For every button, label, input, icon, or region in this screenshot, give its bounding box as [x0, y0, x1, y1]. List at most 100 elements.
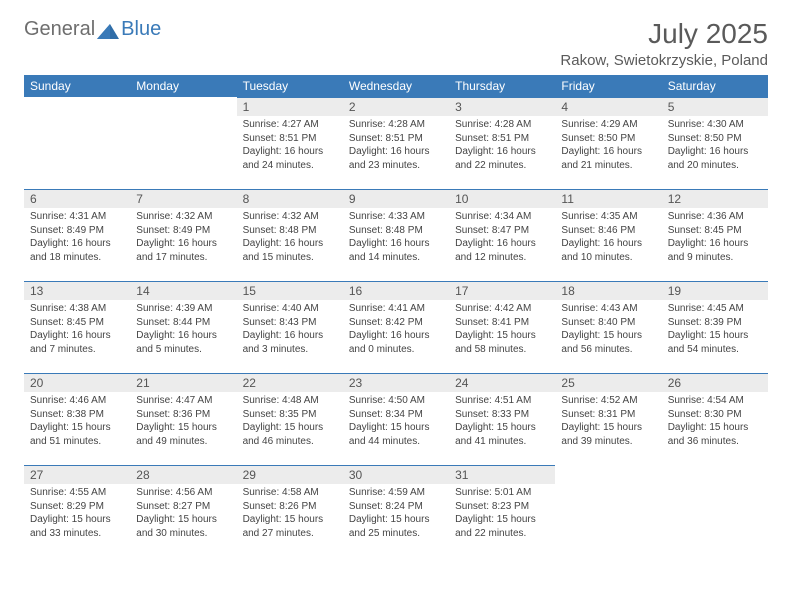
day-details: Sunrise: 4:30 AMSunset: 8:50 PMDaylight:…: [662, 116, 768, 174]
logo-text-blue: Blue: [121, 18, 161, 41]
calendar-cell: 2Sunrise: 4:28 AMSunset: 8:51 PMDaylight…: [343, 97, 449, 189]
day-number: 8: [237, 189, 343, 208]
calendar-cell: 1Sunrise: 4:27 AMSunset: 8:51 PMDaylight…: [237, 97, 343, 189]
calendar-cell: 28Sunrise: 4:56 AMSunset: 8:27 PMDayligh…: [130, 465, 236, 557]
day-details: Sunrise: 4:32 AMSunset: 8:48 PMDaylight:…: [237, 208, 343, 266]
day-details: Sunrise: 4:43 AMSunset: 8:40 PMDaylight:…: [555, 300, 661, 358]
day-details: Sunrise: 4:28 AMSunset: 8:51 PMDaylight:…: [343, 116, 449, 174]
calendar-cell: 10Sunrise: 4:34 AMSunset: 8:47 PMDayligh…: [449, 189, 555, 281]
calendar-cell: 20Sunrise: 4:46 AMSunset: 8:38 PMDayligh…: [24, 373, 130, 465]
calendar-body: 1Sunrise: 4:27 AMSunset: 8:51 PMDaylight…: [24, 97, 768, 557]
calendar-table: SundayMondayTuesdayWednesdayThursdayFrid…: [24, 75, 768, 557]
day-number: 29: [237, 465, 343, 484]
day-header: Monday: [130, 75, 236, 97]
calendar-cell: 19Sunrise: 4:45 AMSunset: 8:39 PMDayligh…: [662, 281, 768, 373]
calendar-cell: 16Sunrise: 4:41 AMSunset: 8:42 PMDayligh…: [343, 281, 449, 373]
day-details: Sunrise: 4:52 AMSunset: 8:31 PMDaylight:…: [555, 392, 661, 450]
day-details: Sunrise: 4:42 AMSunset: 8:41 PMDaylight:…: [449, 300, 555, 358]
day-number: 28: [130, 465, 236, 484]
day-number: 20: [24, 373, 130, 392]
day-number: 3: [449, 97, 555, 116]
day-number: 1: [237, 97, 343, 116]
day-details: Sunrise: 4:32 AMSunset: 8:49 PMDaylight:…: [130, 208, 236, 266]
day-number: 10: [449, 189, 555, 208]
day-details: Sunrise: 4:33 AMSunset: 8:48 PMDaylight:…: [343, 208, 449, 266]
calendar-cell: 15Sunrise: 4:40 AMSunset: 8:43 PMDayligh…: [237, 281, 343, 373]
calendar-cell: 4Sunrise: 4:29 AMSunset: 8:50 PMDaylight…: [555, 97, 661, 189]
month-title: July 2025: [560, 18, 768, 50]
calendar-cell: 14Sunrise: 4:39 AMSunset: 8:44 PMDayligh…: [130, 281, 236, 373]
day-header: Tuesday: [237, 75, 343, 97]
calendar-week-row: 20Sunrise: 4:46 AMSunset: 8:38 PMDayligh…: [24, 373, 768, 465]
day-details: Sunrise: 4:48 AMSunset: 8:35 PMDaylight:…: [237, 392, 343, 450]
day-header: Saturday: [662, 75, 768, 97]
day-details: Sunrise: 4:56 AMSunset: 8:27 PMDaylight:…: [130, 484, 236, 542]
day-details: Sunrise: 4:46 AMSunset: 8:38 PMDaylight:…: [24, 392, 130, 450]
calendar-cell: 26Sunrise: 4:54 AMSunset: 8:30 PMDayligh…: [662, 373, 768, 465]
calendar-cell: [555, 465, 661, 557]
day-number: 15: [237, 281, 343, 300]
calendar-cell: 11Sunrise: 4:35 AMSunset: 8:46 PMDayligh…: [555, 189, 661, 281]
day-details: Sunrise: 4:47 AMSunset: 8:36 PMDaylight:…: [130, 392, 236, 450]
calendar-cell: 6Sunrise: 4:31 AMSunset: 8:49 PMDaylight…: [24, 189, 130, 281]
day-number: 17: [449, 281, 555, 300]
day-header: Sunday: [24, 75, 130, 97]
day-details: Sunrise: 4:45 AMSunset: 8:39 PMDaylight:…: [662, 300, 768, 358]
calendar-cell: 12Sunrise: 4:36 AMSunset: 8:45 PMDayligh…: [662, 189, 768, 281]
calendar-cell: 31Sunrise: 5:01 AMSunset: 8:23 PMDayligh…: [449, 465, 555, 557]
calendar-cell: 5Sunrise: 4:30 AMSunset: 8:50 PMDaylight…: [662, 97, 768, 189]
day-details: Sunrise: 4:40 AMSunset: 8:43 PMDaylight:…: [237, 300, 343, 358]
calendar-cell: 13Sunrise: 4:38 AMSunset: 8:45 PMDayligh…: [24, 281, 130, 373]
day-details: Sunrise: 4:34 AMSunset: 8:47 PMDaylight:…: [449, 208, 555, 266]
day-details: Sunrise: 4:41 AMSunset: 8:42 PMDaylight:…: [343, 300, 449, 358]
day-number: 19: [662, 281, 768, 300]
calendar-cell: 27Sunrise: 4:55 AMSunset: 8:29 PMDayligh…: [24, 465, 130, 557]
day-number: 27: [24, 465, 130, 484]
calendar-cell: 7Sunrise: 4:32 AMSunset: 8:49 PMDaylight…: [130, 189, 236, 281]
day-number: 23: [343, 373, 449, 392]
logo: General Blue: [24, 18, 161, 41]
calendar-cell: 21Sunrise: 4:47 AMSunset: 8:36 PMDayligh…: [130, 373, 236, 465]
calendar-cell: [662, 465, 768, 557]
day-number: 21: [130, 373, 236, 392]
calendar-week-row: 27Sunrise: 4:55 AMSunset: 8:29 PMDayligh…: [24, 465, 768, 557]
calendar-cell: 29Sunrise: 4:58 AMSunset: 8:26 PMDayligh…: [237, 465, 343, 557]
calendar-cell: 24Sunrise: 4:51 AMSunset: 8:33 PMDayligh…: [449, 373, 555, 465]
day-details: Sunrise: 4:51 AMSunset: 8:33 PMDaylight:…: [449, 392, 555, 450]
calendar-cell: 25Sunrise: 4:52 AMSunset: 8:31 PMDayligh…: [555, 373, 661, 465]
day-number: 31: [449, 465, 555, 484]
calendar-cell: 9Sunrise: 4:33 AMSunset: 8:48 PMDaylight…: [343, 189, 449, 281]
title-block: July 2025 Rakow, Swietokrzyskie, Poland: [560, 18, 768, 69]
calendar-cell: 17Sunrise: 4:42 AMSunset: 8:41 PMDayligh…: [449, 281, 555, 373]
calendar-cell: 30Sunrise: 4:59 AMSunset: 8:24 PMDayligh…: [343, 465, 449, 557]
day-details: Sunrise: 4:54 AMSunset: 8:30 PMDaylight:…: [662, 392, 768, 450]
day-number: 18: [555, 281, 661, 300]
day-header: Wednesday: [343, 75, 449, 97]
day-number: 16: [343, 281, 449, 300]
day-details: Sunrise: 4:35 AMSunset: 8:46 PMDaylight:…: [555, 208, 661, 266]
day-number: 24: [449, 373, 555, 392]
day-details: Sunrise: 4:31 AMSunset: 8:49 PMDaylight:…: [24, 208, 130, 266]
day-number: 4: [555, 97, 661, 116]
day-details: Sunrise: 4:50 AMSunset: 8:34 PMDaylight:…: [343, 392, 449, 450]
calendar-cell: 23Sunrise: 4:50 AMSunset: 8:34 PMDayligh…: [343, 373, 449, 465]
day-number: 22: [237, 373, 343, 392]
day-details: Sunrise: 4:39 AMSunset: 8:44 PMDaylight:…: [130, 300, 236, 358]
calendar-head: SundayMondayTuesdayWednesdayThursdayFrid…: [24, 75, 768, 97]
day-details: Sunrise: 4:28 AMSunset: 8:51 PMDaylight:…: [449, 116, 555, 174]
day-header: Friday: [555, 75, 661, 97]
day-number: 12: [662, 189, 768, 208]
day-number: 14: [130, 281, 236, 300]
logo-text-general: General: [24, 18, 95, 41]
day-number: 2: [343, 97, 449, 116]
calendar-week-row: 6Sunrise: 4:31 AMSunset: 8:49 PMDaylight…: [24, 189, 768, 281]
day-details: Sunrise: 4:55 AMSunset: 8:29 PMDaylight:…: [24, 484, 130, 542]
header: General Blue July 2025 Rakow, Swietokrzy…: [24, 18, 768, 69]
day-number: 11: [555, 189, 661, 208]
day-details: Sunrise: 4:59 AMSunset: 8:24 PMDaylight:…: [343, 484, 449, 542]
day-details: Sunrise: 4:38 AMSunset: 8:45 PMDaylight:…: [24, 300, 130, 358]
location: Rakow, Swietokrzyskie, Poland: [560, 52, 768, 69]
day-number: 13: [24, 281, 130, 300]
day-details: Sunrise: 4:58 AMSunset: 8:26 PMDaylight:…: [237, 484, 343, 542]
day-details: Sunrise: 4:29 AMSunset: 8:50 PMDaylight:…: [555, 116, 661, 174]
